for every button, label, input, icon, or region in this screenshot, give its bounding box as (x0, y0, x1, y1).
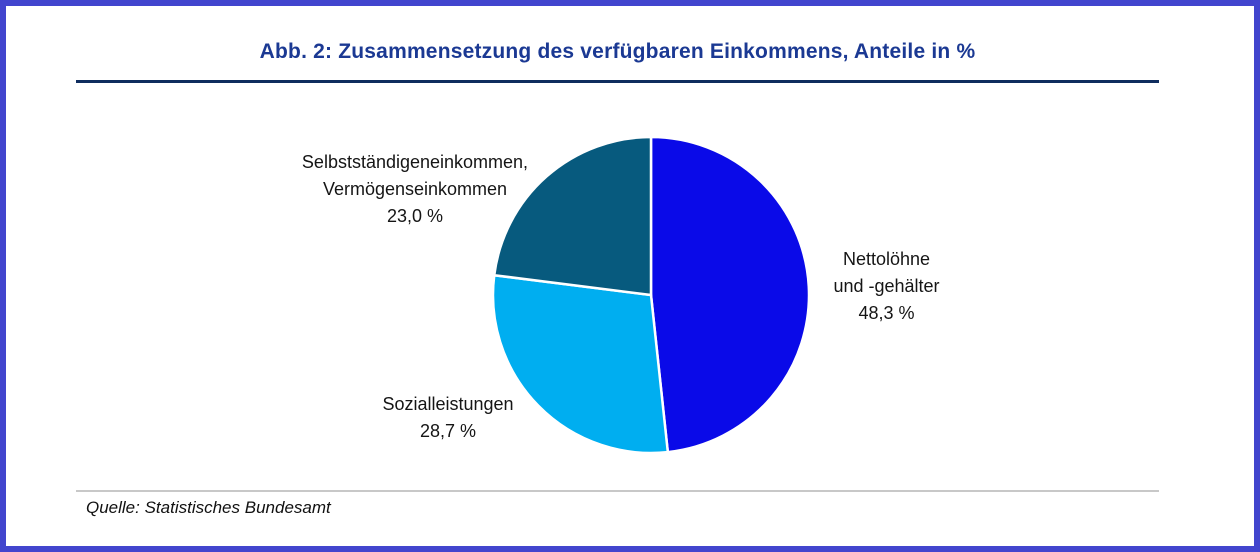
pie-chart-svg (491, 135, 811, 455)
pie-slice-nettolöhne (649, 135, 811, 454)
footer-divider (76, 490, 1159, 492)
source-note: Quelle: Statistisches Bundesamt (86, 498, 331, 517)
pie-label-selbststaendigeneinkommen: Selbstständigeneinkommen, Vermögenseinko… (301, 152, 529, 226)
pie-slice-selbstständigeneinkommen (493, 135, 653, 297)
pie-chart (489, 133, 813, 457)
pie-label-nettoloehne: Nettolöhne und -gehälter 48,3 % (833, 249, 940, 323)
title-underline (76, 80, 1159, 83)
pie-label-sozialleistungen: Sozialleistungen 28,7 % (382, 394, 514, 441)
pie-slice-sozialleistungen (491, 273, 670, 455)
chart-title: Abb. 2: Zusammensetzung des verfügbaren … (259, 40, 976, 63)
